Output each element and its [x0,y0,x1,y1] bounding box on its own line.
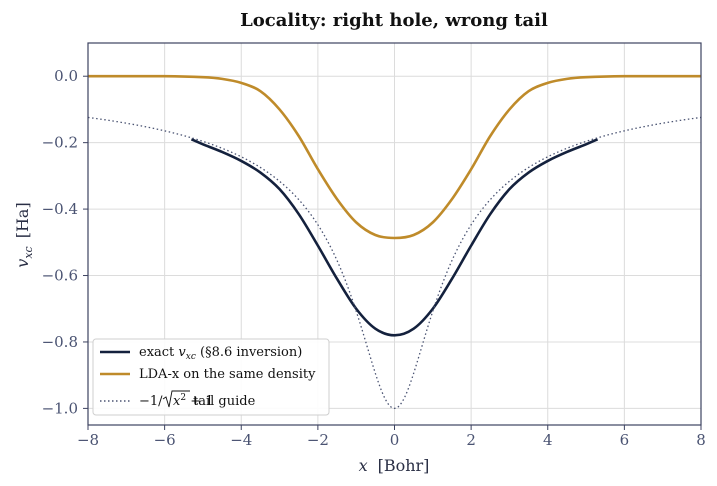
legend-tail-suffix: tail guide [193,394,256,409]
legend-exact-suffix: (§8.6 inversion) [196,345,302,360]
y-axis-sub: xc [22,246,35,258]
x-tick-label: 8 [696,431,706,449]
legend-label-tail: −1/ x2 + 1 tail guide [139,390,256,409]
series-tail-guide-line [87,116,702,410]
x-axis-unit: [Bohr] [378,456,430,475]
x-axis-var: x [359,456,368,475]
x-tick-label: −4 [230,431,252,449]
x-tick-label: −6 [154,431,176,449]
y-axis-label: vxc [Ha] [13,202,35,267]
series-layer [87,74,702,410]
legend-tail-radicand: x2 + 1 [173,393,214,409]
x-tick-label: 6 [620,431,630,449]
x-ticks: −8 −6 −4 −2 0 2 4 6 8 [77,425,706,449]
legend-exact-prefix: exact [139,345,178,360]
x-tick-label: 2 [466,431,476,449]
x-tick-label: 0 [390,431,400,449]
legend-label-lda: LDA-x on the same density [139,367,316,382]
y-tick-label: −0.8 [42,333,78,351]
legend-exact-sub: xc [186,352,196,362]
legend-tail-sqrt-sign [162,390,190,408]
y-tick-label: −0.2 [42,134,78,152]
chart-title: Locality: right hole, wrong tail [240,10,548,31]
y-tick-label: −0.4 [42,200,78,218]
x-tick-label: −8 [77,431,99,449]
legend-box [92,338,330,416]
x-tick-label: 4 [543,431,553,449]
y-tick-label: 0.0 [54,67,78,85]
series-lda-x-line [87,74,702,240]
y-tick-label: −0.6 [42,267,78,285]
legend-tail-minus-one: −1/ [139,394,163,409]
series-exact-vxc-line [190,138,599,337]
y-axis-unit: [Ha] [13,202,32,238]
legend-label-exact: exact vxc (§8.6 inversion) [139,345,302,362]
y-tick-label: −1.0 [42,399,78,417]
y-ticks: 0.0 −0.2 −0.4 −0.6 −0.8 −1.0 [42,67,88,417]
x-axis-label: x [Bohr] [359,456,430,475]
x-tick-label: −2 [307,431,329,449]
grid [87,43,702,425]
legend: exact vxc (§8.6 inversion) LDA-x on the … [92,338,330,416]
legend-exact-var: v [178,345,186,360]
y-axis-var: v [13,259,32,268]
